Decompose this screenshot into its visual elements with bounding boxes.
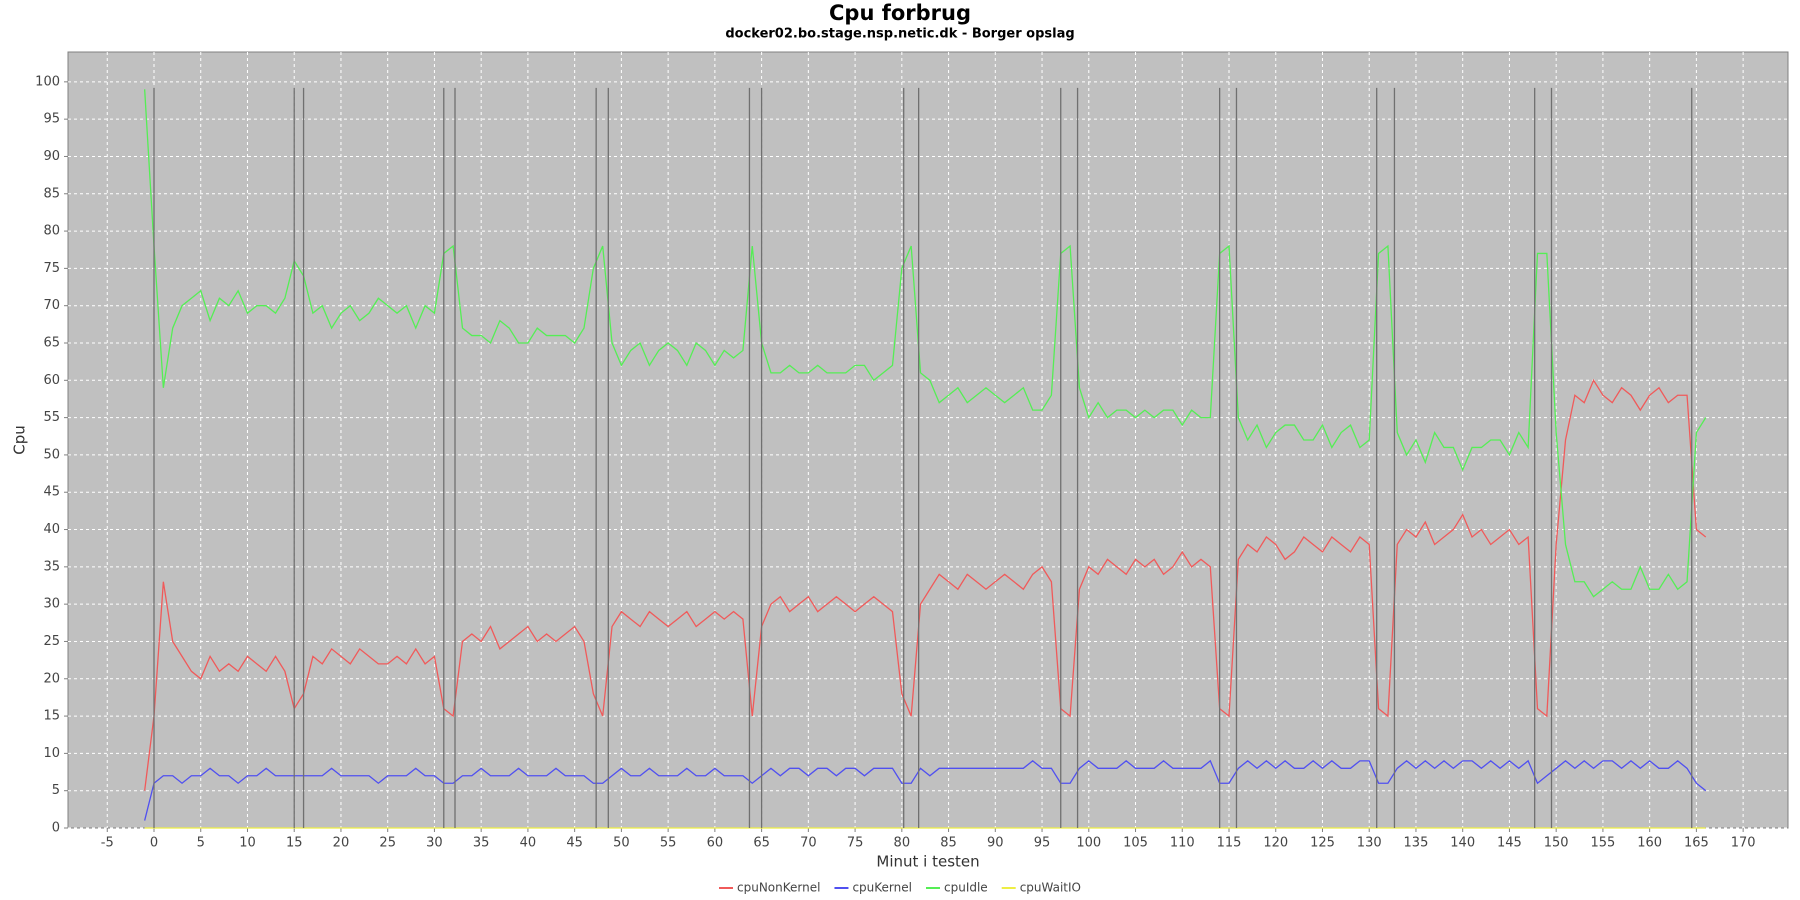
x-tick-label: 10 (239, 836, 256, 851)
y-tick-label: 45 (43, 485, 60, 500)
y-tick-label: 50 (43, 447, 60, 462)
x-tick-label: 35 (473, 836, 490, 851)
x-tick-label: 125 (1310, 836, 1335, 851)
x-tick-label: 115 (1217, 836, 1242, 851)
y-tick-label: 90 (43, 149, 60, 164)
x-tick-label: 90 (987, 836, 1004, 851)
y-tick-label: 85 (43, 186, 60, 201)
x-tick-label: 75 (847, 836, 864, 851)
x-tick-label: 130 (1357, 836, 1382, 851)
y-tick-label: 80 (43, 224, 60, 239)
legend-label: cpuKernel (852, 881, 912, 895)
x-tick-label: 165 (1684, 836, 1709, 851)
x-tick-label: 20 (333, 836, 350, 851)
x-tick-label: 55 (660, 836, 677, 851)
legend-label: cpuIdle (944, 881, 988, 895)
y-tick-label: 25 (43, 634, 60, 649)
y-tick-label: 100 (35, 74, 60, 89)
x-tick-label: 120 (1263, 836, 1288, 851)
y-tick-label: 20 (43, 671, 60, 686)
x-tick-label: 150 (1544, 836, 1569, 851)
x-tick-label: 140 (1450, 836, 1475, 851)
legend-label: cpuWaitIO (1020, 881, 1081, 895)
x-tick-label: 100 (1076, 836, 1101, 851)
x-tick-label: 105 (1123, 836, 1148, 851)
series-line (144, 759, 1707, 821)
x-tick-label: -5 (101, 836, 114, 851)
chart-subtitle: docker02.bo.stage.nsp.netic.dk - Borger … (725, 27, 1074, 42)
x-tick-label: 25 (379, 836, 396, 851)
x-tick-label: 40 (520, 836, 537, 851)
x-tick-label: 30 (426, 836, 443, 851)
plot-area (67, 51, 1789, 829)
chart-title: Cpu forbrug (829, 1, 971, 25)
y-tick-label: 40 (43, 522, 60, 537)
y-tick-label: 70 (43, 298, 60, 313)
x-tick-label: 0 (150, 836, 158, 851)
series-line (144, 89, 1707, 598)
x-tick-label: 85 (940, 836, 957, 851)
y-tick-label: 0 (52, 821, 60, 836)
series-line (144, 378, 1707, 791)
x-tick-label: 45 (566, 836, 583, 851)
x-tick-label: 160 (1637, 836, 1662, 851)
legend-label: cpuNonKernel (737, 881, 820, 895)
y-tick-label: 95 (43, 112, 60, 127)
y-tick-label: 55 (43, 410, 60, 425)
x-tick-label: 5 (197, 836, 205, 851)
x-tick-label: 60 (707, 836, 724, 851)
x-tick-label: 155 (1590, 836, 1615, 851)
x-tick-label: 95 (1034, 836, 1051, 851)
x-tick-label: 80 (894, 836, 911, 851)
x-tick-label: 170 (1731, 836, 1756, 851)
y-axis-label: Cpu (11, 425, 29, 455)
x-tick-label: 110 (1170, 836, 1195, 851)
y-tick-label: 75 (43, 261, 60, 276)
x-tick-label: 50 (613, 836, 630, 851)
x-tick-label: 135 (1404, 836, 1429, 851)
x-tick-label: 70 (800, 836, 817, 851)
y-tick-label: 65 (43, 336, 60, 351)
y-tick-label: 35 (43, 559, 60, 574)
x-tick-label: 145 (1497, 836, 1522, 851)
y-tick-label: 10 (43, 746, 60, 761)
y-tick-label: 15 (43, 709, 60, 724)
legend: cpuNonKernel cpuKernel cpuIdle cpuWaitIO (719, 881, 1081, 895)
y-tick-label: 5 (52, 783, 60, 798)
y-tick-label: 60 (43, 373, 60, 388)
x-tick-label: 65 (753, 836, 770, 851)
x-tick-label: 15 (286, 836, 303, 851)
x-axis-label: Minut i testen (876, 853, 979, 871)
y-tick-label: 30 (43, 597, 60, 612)
